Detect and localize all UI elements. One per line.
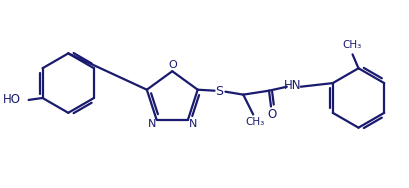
Text: N: N [147,119,156,129]
Text: HO: HO [3,93,21,106]
Text: N: N [189,119,197,129]
Text: O: O [267,108,276,121]
Text: HN: HN [284,79,301,92]
Text: CH₃: CH₃ [245,117,265,127]
Text: CH₃: CH₃ [342,40,361,50]
Text: S: S [216,85,223,98]
Text: O: O [168,60,177,70]
